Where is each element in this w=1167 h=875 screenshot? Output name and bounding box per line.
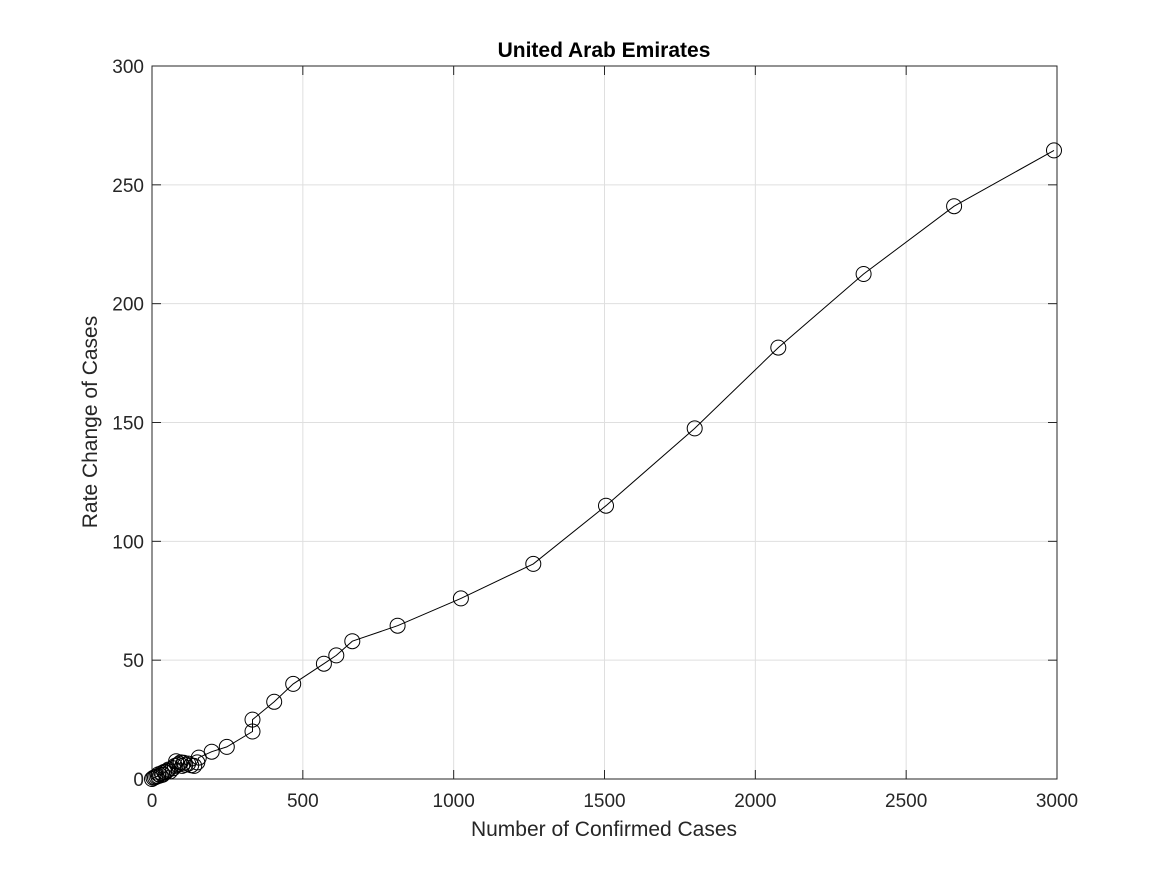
x-tick-label: 1500 <box>583 791 625 812</box>
data-point <box>315 655 332 672</box>
x-tick-label: 2500 <box>885 791 927 812</box>
y-tick-label: 0 <box>133 770 144 791</box>
data-point <box>203 743 220 760</box>
y-tick-label: 300 <box>112 57 144 78</box>
y-tick-label: 200 <box>112 295 144 316</box>
x-tick-label: 3000 <box>1036 791 1078 812</box>
y-tick-label: 50 <box>123 651 144 672</box>
data-point <box>389 617 406 634</box>
data-point <box>452 590 469 607</box>
series-line <box>151 149 1055 780</box>
data-point <box>598 497 614 514</box>
axis-tick-labels: 0 500 1000 1500 2000 2500 3000 0 50 100 150 200 250 3… <box>112 57 1078 812</box>
x-axis-label: Number of Confirmed Cases <box>471 818 737 841</box>
x-tick-label: 500 <box>287 791 319 812</box>
axis-ticks <box>151 65 1058 780</box>
data-point <box>218 738 235 755</box>
data-point <box>770 339 787 356</box>
x-tick-label: 0 <box>147 791 158 812</box>
y-tick-label: 250 <box>112 176 144 197</box>
data-series <box>144 142 1062 787</box>
data-point <box>244 723 261 740</box>
y-tick-label: 150 <box>112 414 144 435</box>
chart-title: United Arab Emirates <box>498 39 711 62</box>
grid-lines <box>151 65 1058 780</box>
data-point <box>328 647 345 664</box>
data-point <box>266 693 283 710</box>
x-tick-label: 1000 <box>433 791 475 812</box>
x-tick-label: 2000 <box>734 791 776 812</box>
data-point <box>1046 142 1062 159</box>
data-point <box>686 420 703 437</box>
y-axis-label: Rate Change of Cases <box>79 316 102 528</box>
data-point <box>175 754 192 771</box>
data-point <box>244 711 261 728</box>
y-tick-label: 100 <box>112 532 144 553</box>
data-point <box>525 555 542 572</box>
data-point <box>344 633 361 650</box>
data-point <box>285 675 302 692</box>
data-point <box>946 198 963 215</box>
data-point <box>855 266 872 282</box>
data-point <box>186 757 203 774</box>
